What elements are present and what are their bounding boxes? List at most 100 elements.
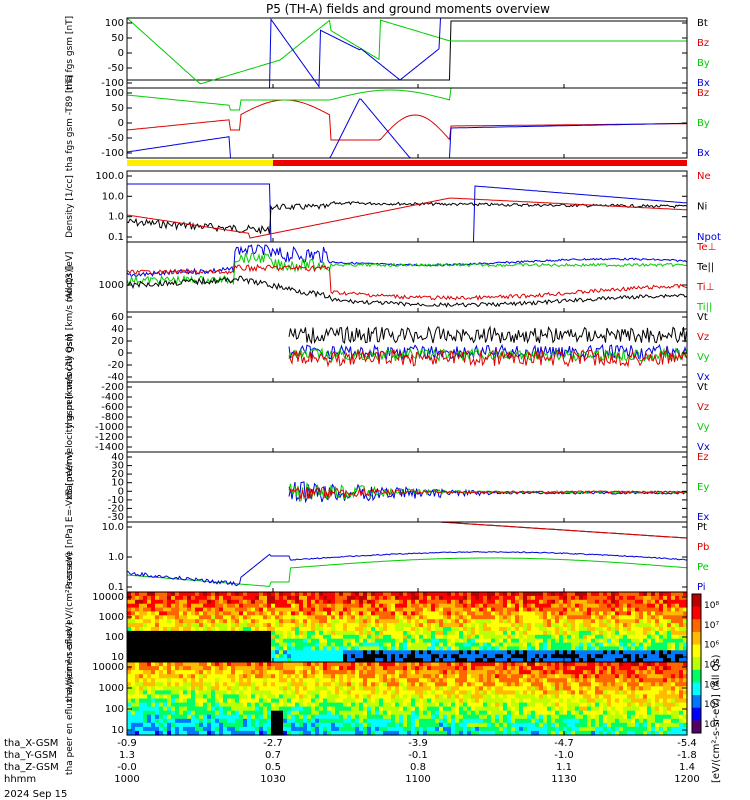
spectrogram-cell [419,686,424,691]
spectrogram-cell [291,615,296,620]
spectrogram-cell [395,619,400,624]
spectrogram-cell [459,646,464,651]
spectrogram-cell [311,682,316,687]
spectrogram-cell [183,623,188,628]
spectrogram-cell [259,603,264,609]
spectrogram-cell [615,698,620,704]
spectrogram-cell [183,706,188,712]
spectrogram-cell [283,730,288,736]
spectrogram-cell [371,714,376,720]
spectrogram-cell [195,706,200,712]
spectrogram-cell [219,634,224,640]
spectrogram-cell [331,592,336,597]
spectrogram-cell [383,666,388,671]
spectrogram-cell [323,686,328,691]
spectrogram-cell [615,678,620,683]
spectrogram-cell [391,726,396,732]
spectrogram-cell [295,686,300,691]
spectrogram-cell [595,599,600,605]
y-tick-label: 100 [105,88,124,99]
spectrogram-cell [615,714,620,720]
spectrogram-cell [203,686,208,691]
spectrogram-cell [311,714,316,720]
spectrogram-cell [287,615,292,620]
spectrogram-cell [551,694,556,700]
spectrogram-cell [467,619,472,624]
spectrogram-cell [483,670,488,675]
spectrogram-cell [647,642,652,648]
spectrogram-cell [667,646,672,651]
spectrogram-cell [327,658,332,663]
spectrogram-cell [427,686,432,691]
spectrogram-cell [487,646,492,651]
spectrogram-cell [283,682,288,687]
spectrogram-cell [147,595,152,601]
spectrogram-cell [507,706,512,712]
spectrogram-cell [531,702,536,708]
spectrogram-cell [411,690,416,696]
spectrogram-cell [483,686,488,691]
spectrogram-cell [191,634,196,640]
spectrogram-cell [475,714,480,720]
spectrogram-cell [667,615,672,620]
spectrogram-cell [387,642,392,648]
spectrogram-cell [407,611,412,616]
spectrogram-cell [503,722,508,728]
spectrogram-cell [291,666,296,671]
spectrogram-cell [351,714,356,720]
spectrogram-cell [591,686,596,691]
spectrogram-cell [443,718,448,724]
spectrogram-cell [307,690,312,696]
spectrogram-cell [243,630,248,636]
spectrogram-cell [231,730,236,736]
spectrogram-cell [295,706,300,712]
spectrogram-cell [191,595,196,601]
spectrogram-cell [215,627,220,632]
spectrogram-cell [463,702,468,708]
spectrogram-cell [671,603,676,609]
spectrogram-cell [475,682,480,687]
spectrogram-cell [183,662,188,667]
spectrogram-cell [391,595,396,601]
spectrogram-cell [207,619,212,624]
spectrogram-cell [283,654,288,659]
panel-frame [126,87,688,159]
spectrogram-cell [275,646,280,651]
spectrogram-cell [283,718,288,724]
spectrogram-cell [475,627,480,632]
spectrogram-cell [627,603,632,609]
spectrogram-cell [231,706,236,712]
spectrogram-cell [575,686,580,691]
spectrogram-cell [439,627,444,632]
spectrogram-cell [459,650,464,655]
spectrogram-cell [615,627,620,632]
spectrogram-cell [183,619,188,624]
spectrogram-cell [651,607,656,613]
spectrogram-cell [311,694,316,700]
spectrogram-cell [323,603,328,609]
spectrogram-cell [155,662,160,667]
spectrogram-cell [515,654,520,659]
spectrogram-cell [551,595,556,601]
spectrogram-cell [283,658,288,663]
spectrogram-cell [615,710,620,716]
spectrogram-cell [499,678,504,683]
spectrogram-cell [507,714,512,720]
spectrogram-cell [175,702,180,708]
spectrogram-cell [619,603,624,609]
spectrogram-cell [279,714,284,720]
spectrogram-cell [643,654,648,659]
spectrogram-cell [219,730,224,736]
spectrogram-cell [499,658,504,663]
spectrogram-cell [295,615,300,620]
spectrogram-cell [279,611,284,616]
spectrogram-cell [367,603,372,609]
spectrogram-cell [223,690,228,696]
spectrogram-cell [515,710,520,716]
spectrogram-cell [443,714,448,720]
spectrogram-cell [583,662,588,667]
spectrogram-cell [395,642,400,648]
spectrogram-cell [407,634,412,640]
spectrogram-cell [343,595,348,601]
spectrogram-cell [291,722,296,728]
